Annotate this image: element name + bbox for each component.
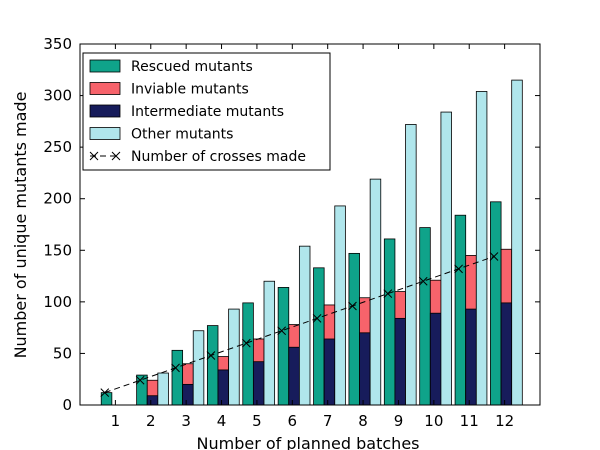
bar-rescued-mutants-3 — [171, 349, 184, 406]
legend-line-marker — [111, 151, 121, 161]
bar-other-mutants-9 — [405, 124, 417, 406]
x-tick-label-6: 6 — [288, 412, 298, 430]
x-tick-label-12: 12 — [495, 412, 514, 430]
legend-label-other-mutants: Other mutants — [131, 127, 233, 143]
bar-rescued-mutants-5 — [242, 302, 254, 406]
y-tick-label-0: 0 — [62, 396, 72, 414]
bar-rescued-mutants-7 — [313, 267, 325, 406]
bar-intermediate-mutants-5 — [252, 361, 265, 406]
legend-box — [82, 52, 331, 171]
bar-rescued-mutants-10 — [419, 227, 431, 406]
legend-swatch-rescued-mutants — [89, 59, 121, 73]
bar-other-mutants-12 — [511, 79, 523, 406]
bar-other-mutants-2 — [157, 372, 169, 406]
bar-rescued-mutants-9 — [383, 238, 396, 406]
crosses-marker-9 — [383, 289, 393, 298]
y-tick-label-350: 350 — [43, 35, 72, 53]
bar-intermediate-mutants-8 — [359, 332, 371, 406]
bar-other-mutants-10 — [440, 111, 452, 406]
bar-other-mutants-3 — [192, 330, 205, 406]
crosses-marker-5 — [241, 338, 251, 348]
crosses-marker-11 — [454, 264, 463, 274]
bar-other-mutants-7 — [334, 205, 346, 406]
bar-intermediate-mutants-7 — [323, 338, 336, 406]
bar-intermediate-mutants-3 — [182, 383, 194, 406]
legend-swatch-intermediate-mutants — [89, 104, 121, 118]
legend: Rescued mutants Inviable mutants Intermedi… — [82, 52, 331, 171]
x-axis-title: Number of planned batches — [197, 434, 420, 450]
bar-other-mutants-4 — [228, 308, 240, 406]
bar-rescued-mutants-11 — [454, 214, 467, 406]
crosses-marker-12 — [489, 252, 499, 261]
crosses-line — [104, 255, 495, 394]
bar-intermediate-mutants-11 — [465, 308, 477, 406]
legend-label-inviable-mutants: Inviable mutants — [131, 82, 249, 98]
legend-line-marker — [89, 151, 99, 161]
crosses-marker-6 — [277, 326, 287, 336]
bar-intermediate-mutants-2 — [146, 395, 159, 406]
crosses-marker-10 — [418, 276, 428, 286]
bar-other-mutants-8 — [369, 178, 382, 406]
legend-label-number-of-crosses-made: Number of crosses made — [131, 149, 306, 165]
crosses-marker-1 — [100, 388, 110, 397]
y-tick-label-50: 50 — [53, 344, 72, 362]
x-tick-label-1: 1 — [111, 412, 121, 430]
x-tick-label-4: 4 — [217, 412, 227, 430]
bar-intermediate-mutants-10 — [429, 312, 442, 406]
x-tick-label-10: 10 — [424, 412, 443, 430]
bar-other-mutants-5 — [263, 280, 276, 406]
y-axis-title: Number of unique mutants made — [11, 92, 30, 359]
crosses-marker-8 — [348, 301, 357, 311]
crosses-marker-4 — [206, 351, 216, 360]
y-tick-label-300: 300 — [43, 87, 72, 105]
x-tick-label-5: 5 — [252, 412, 262, 430]
bar-rescued-mutants-2 — [136, 374, 148, 406]
x-tick-label-3: 3 — [181, 412, 191, 430]
y-tick-label-150: 150 — [43, 241, 72, 259]
bar-intermediate-mutants-12 — [500, 302, 513, 406]
x-tick-label-7: 7 — [323, 412, 333, 430]
bar-intermediate-mutants-4 — [217, 369, 230, 406]
bar-rescued-mutants-4 — [206, 325, 219, 406]
bar-intermediate-mutants-6 — [288, 346, 300, 406]
bar-other-mutants-11 — [475, 91, 488, 406]
x-tick-label-8: 8 — [358, 412, 368, 430]
crosses-line-layer — [100, 252, 499, 397]
crosses-marker-2 — [135, 375, 145, 385]
y-tick-label-250: 250 — [43, 138, 72, 156]
bar-other-mutants-6 — [298, 245, 311, 406]
bar-rescued-mutants-8 — [348, 252, 360, 406]
y-tick-label-200: 200 — [43, 190, 72, 208]
plot-frame — [79, 43, 541, 406]
legend-swatch-inviable-mutants — [89, 82, 121, 95]
y-tick-label-100: 100 — [43, 293, 72, 311]
crosses-marker-3 — [171, 363, 180, 373]
bar-rescued-mutants-12 — [490, 201, 502, 406]
crosses-marker-7 — [312, 314, 322, 323]
x-tick-label-9: 9 — [394, 412, 404, 430]
bar-intermediate-mutants-9 — [394, 317, 406, 406]
legend-label-intermediate-mutants: Intermediate mutants — [131, 104, 284, 120]
bar-rescued-mutants-6 — [277, 287, 290, 406]
x-tick-label-11: 11 — [460, 412, 479, 430]
x-tick-label-2: 2 — [146, 412, 156, 430]
legend-swatch-other-mutants — [89, 127, 121, 140]
legend-label-rescued-mutants: Rescued mutants — [131, 59, 253, 75]
